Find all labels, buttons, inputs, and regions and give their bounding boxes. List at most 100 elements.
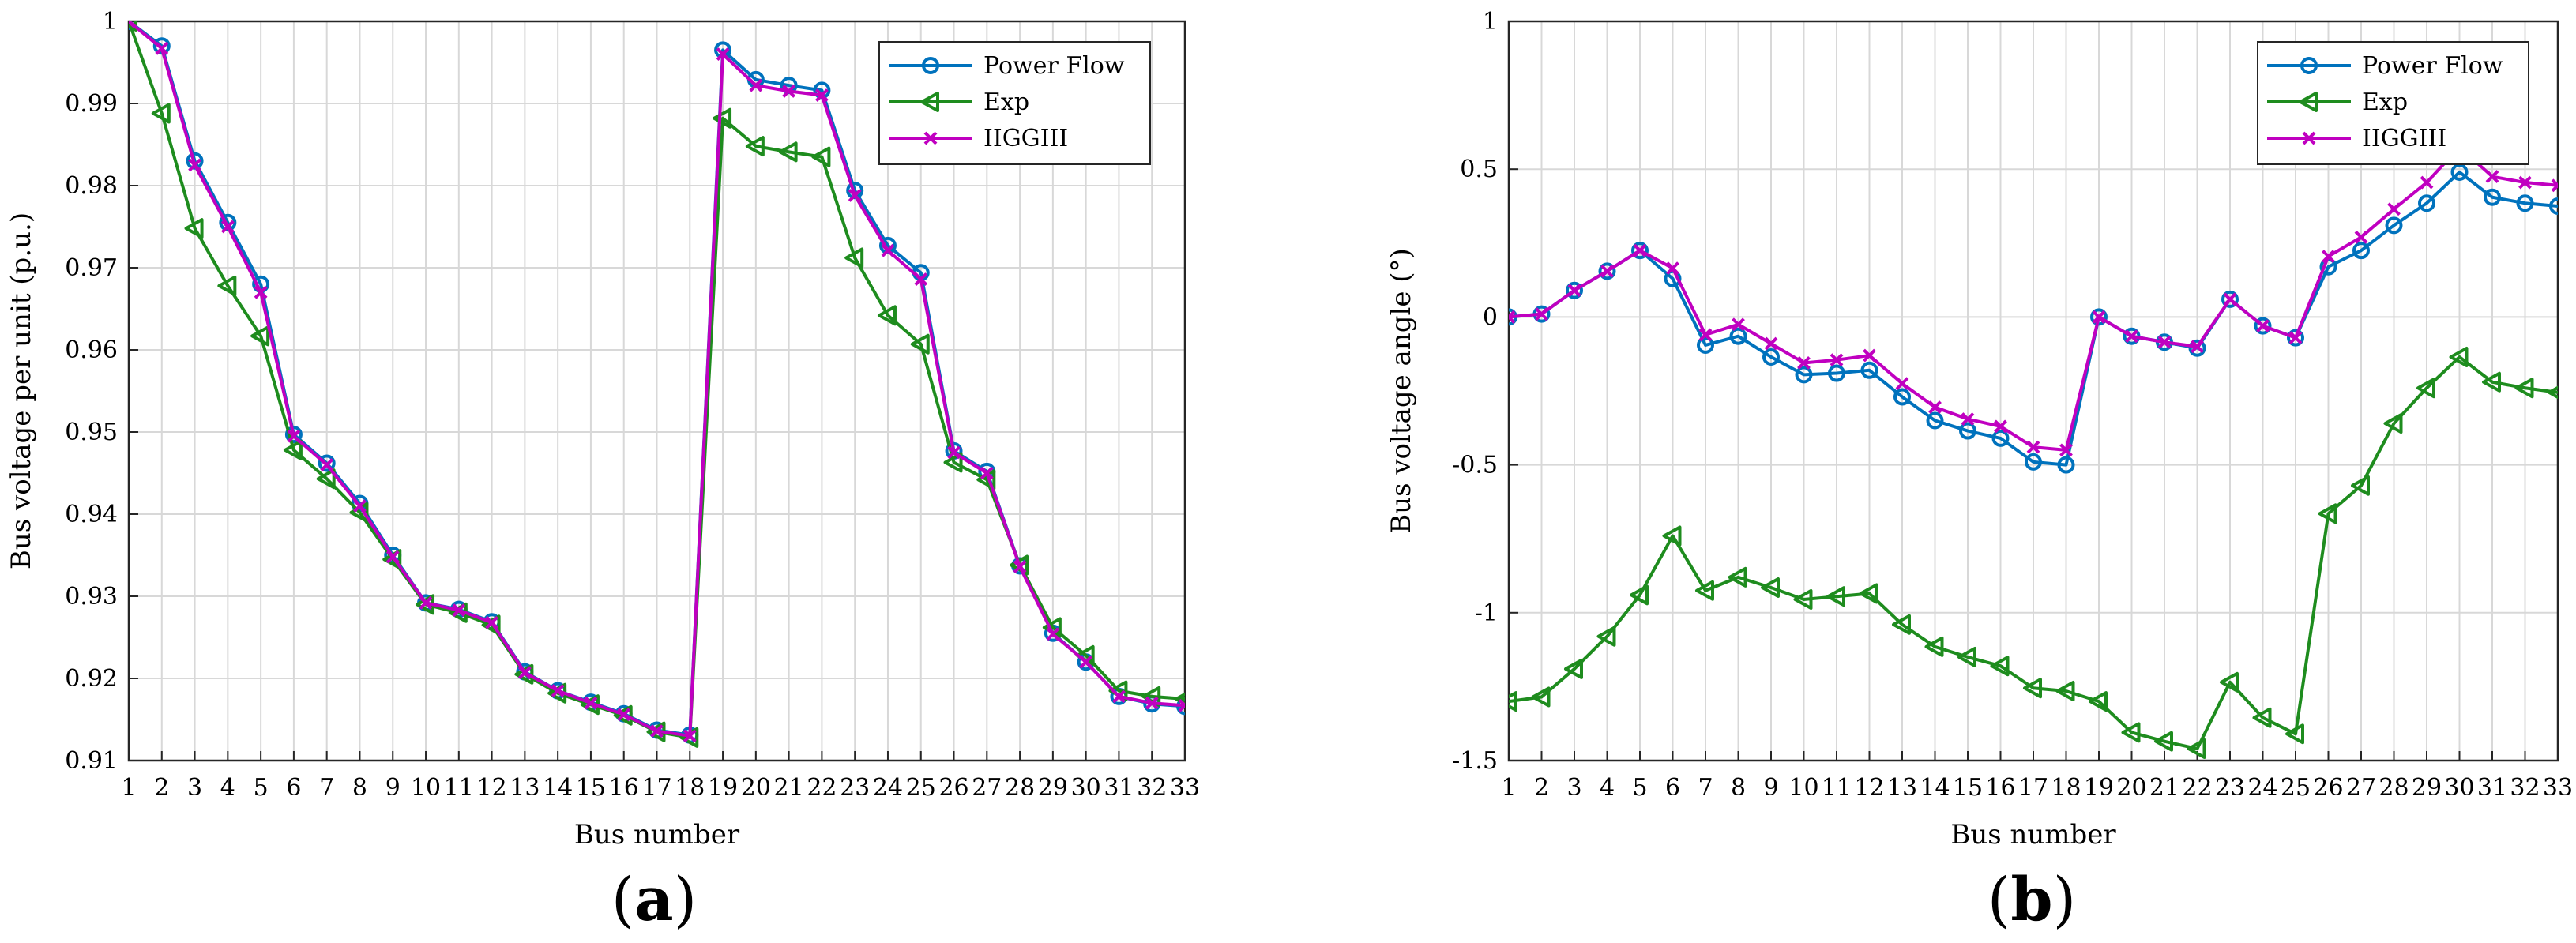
data-point [716, 47, 730, 62]
legend-marker [2302, 131, 2316, 145]
x-tick-label: 27 [2346, 774, 2376, 802]
legend-marker [920, 92, 939, 112]
data-point [2485, 170, 2499, 183]
data-point [683, 729, 697, 743]
data-point [2089, 691, 2108, 712]
x-tick-label: 21 [774, 774, 804, 802]
data-point [2221, 290, 2239, 308]
data-point [1893, 388, 1911, 406]
data-point [2285, 723, 2304, 745]
panel-label: (b) [1987, 864, 2076, 934]
data-point [1509, 310, 1516, 324]
x-axis-label: Bus number [1950, 819, 2116, 851]
data-point [2252, 707, 2272, 728]
x-tick-label: 30 [2444, 774, 2474, 802]
x-tick-label: 27 [972, 774, 1002, 802]
data-point [2055, 681, 2075, 702]
data-point [320, 458, 334, 472]
data-point [1895, 377, 1909, 391]
data-point [129, 21, 136, 28]
data-point [1013, 560, 1027, 573]
data-point [1598, 262, 1616, 280]
legend-label: Power Flow [983, 52, 1125, 80]
data-point [1991, 429, 2010, 447]
x-tick-label: 4 [220, 774, 235, 802]
data-point [1697, 336, 1714, 354]
data-point [1761, 577, 1780, 598]
data-point [1860, 361, 1878, 379]
data-point [2416, 378, 2435, 399]
series-group [1509, 140, 2558, 760]
legend-entry: Power Flow [889, 52, 1125, 80]
data-point [2322, 250, 2335, 264]
data-point [1795, 366, 1813, 384]
data-point [650, 724, 664, 738]
data-point [844, 247, 864, 269]
x-tick-label: 33 [2543, 774, 2573, 802]
x-axis-label: Bus number [574, 819, 740, 851]
panel-letter: b [2010, 864, 2052, 934]
x-ticks: 1 2 3 4 5 6 7 8 9 10 11 12 13 14 15 16 17 18 19 20 21 22 23 24 2… [121, 751, 1200, 802]
data-point [947, 445, 961, 460]
data-point [151, 103, 171, 124]
data-point [1600, 264, 1614, 278]
data-point [283, 439, 303, 460]
legend-label: Exp [983, 88, 1029, 116]
data-point [217, 275, 237, 296]
data-point [1892, 614, 1911, 635]
data-point [2023, 678, 2042, 699]
data-point [943, 452, 963, 473]
y-tick-label: 0.5 [1460, 156, 1498, 183]
x-tick-label: 25 [906, 774, 936, 802]
data-point [1957, 646, 1976, 667]
y-tick-label: -0.5 [1452, 452, 1498, 479]
x-tick-label: 21 [2149, 774, 2179, 802]
y-tick-label: 0.96 [65, 336, 118, 364]
data-point [2516, 194, 2534, 212]
data-point [2121, 722, 2141, 743]
series-group [129, 21, 1185, 748]
data-point [1732, 317, 1745, 332]
data-point [2187, 738, 2206, 760]
y-tick-label: 0 [1483, 303, 1498, 331]
data-point [1728, 566, 1747, 588]
data-point [188, 158, 201, 172]
data-point [1762, 348, 1780, 366]
data-point [2026, 440, 2040, 454]
data-point [848, 189, 862, 202]
data-point [1662, 525, 1682, 547]
x-tick-label: 20 [741, 774, 771, 802]
y-tick-label: 1 [103, 8, 118, 36]
data-point [1729, 327, 1747, 345]
x-tick-label: 28 [1005, 774, 1035, 802]
data-point [749, 78, 763, 92]
data-point [385, 550, 400, 564]
series-iiggiii [129, 21, 1185, 743]
x-tick-label: 7 [319, 774, 334, 802]
data-point [2125, 329, 2138, 344]
data-point [2223, 292, 2237, 306]
y-tick-label: 1 [1483, 8, 1498, 36]
y-tick-label: 0.91 [65, 747, 118, 775]
x-tick-label: 7 [1698, 774, 1713, 802]
data-point [316, 468, 336, 490]
data-point [2352, 242, 2370, 260]
data-point [1764, 336, 1778, 351]
x-tick-label: 26 [2313, 774, 2343, 802]
x-tick-label: 6 [286, 774, 301, 802]
data-point [1079, 655, 1093, 669]
data-point [2484, 188, 2501, 206]
data-point [2354, 230, 2368, 244]
legend-marker [922, 57, 939, 74]
y-axis-label: Bus voltage per unit (p.u.) [6, 212, 37, 569]
x-tick-label: 15 [1953, 774, 1983, 802]
data-point [1596, 626, 1616, 647]
data-point [1535, 307, 1548, 321]
x-tick-label: 10 [1788, 774, 1818, 802]
panel-label: (a) [611, 864, 698, 934]
series-power-flow [1509, 163, 2558, 474]
x-tick-label: 31 [2477, 774, 2507, 802]
data-point [1112, 689, 1126, 704]
data-point [2420, 175, 2434, 190]
